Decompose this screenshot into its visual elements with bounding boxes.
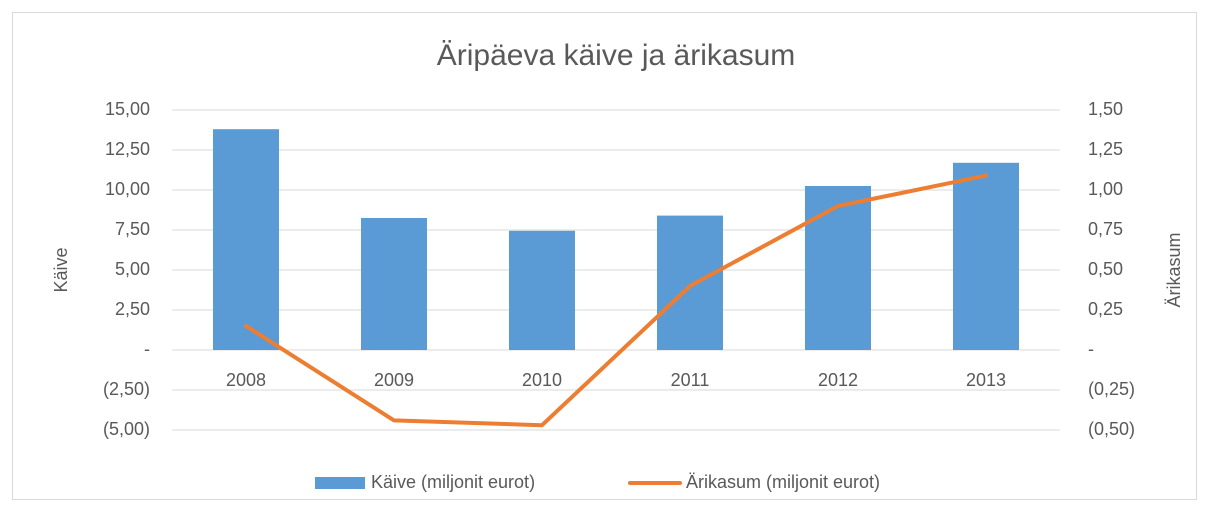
bar <box>361 218 427 350</box>
y2-tick-label: 1,50 <box>1088 99 1123 119</box>
bar <box>509 230 575 350</box>
y2-tick-label: 0,25 <box>1088 299 1123 319</box>
y2-axis-title: Ärikasum <box>1164 232 1184 307</box>
y-tick-label: (2,50) <box>103 379 150 399</box>
legend-swatch <box>315 477 365 489</box>
bar <box>657 215 723 350</box>
legend-label: Käive (miljonit eurot) <box>371 472 535 492</box>
x-tick-label: 2013 <box>966 370 1006 390</box>
y2-tick-label: 1,25 <box>1088 139 1123 159</box>
y-tick-label: 7,50 <box>115 219 150 239</box>
bar <box>953 162 1019 350</box>
y-tick-label: (5,00) <box>103 419 150 439</box>
y2-tick-label: (0,50) <box>1088 419 1135 439</box>
x-tick-label: 2009 <box>374 370 414 390</box>
y-tick-label: - <box>144 339 150 359</box>
y2-tick-label: 0,75 <box>1088 219 1123 239</box>
y-tick-label: 10,00 <box>105 179 150 199</box>
y2-tick-label: 0,50 <box>1088 259 1123 279</box>
y2-tick-label: 1,00 <box>1088 179 1123 199</box>
bar <box>805 186 871 350</box>
line <box>244 173 988 428</box>
y-tick-label: 5,00 <box>115 259 150 279</box>
y-tick-label: 15,00 <box>105 99 150 119</box>
bar <box>213 129 279 350</box>
x-tick-label: 2010 <box>522 370 562 390</box>
y-tick-label: 12,50 <box>105 139 150 159</box>
y2-tick-label: (0,25) <box>1088 379 1135 399</box>
x-tick-label: 2011 <box>671 370 710 390</box>
chart-title: Äripäeva käive ja ärikasum <box>437 39 796 72</box>
x-tick-label: 2008 <box>226 370 266 390</box>
y-tick-label: 2,50 <box>115 299 150 319</box>
y2-tick-label: - <box>1088 339 1094 359</box>
x-tick-label: 2012 <box>818 370 858 390</box>
y-axis-title: Käive <box>51 247 71 292</box>
legend-label: Ärikasum (miljonit eurot) <box>686 472 880 492</box>
